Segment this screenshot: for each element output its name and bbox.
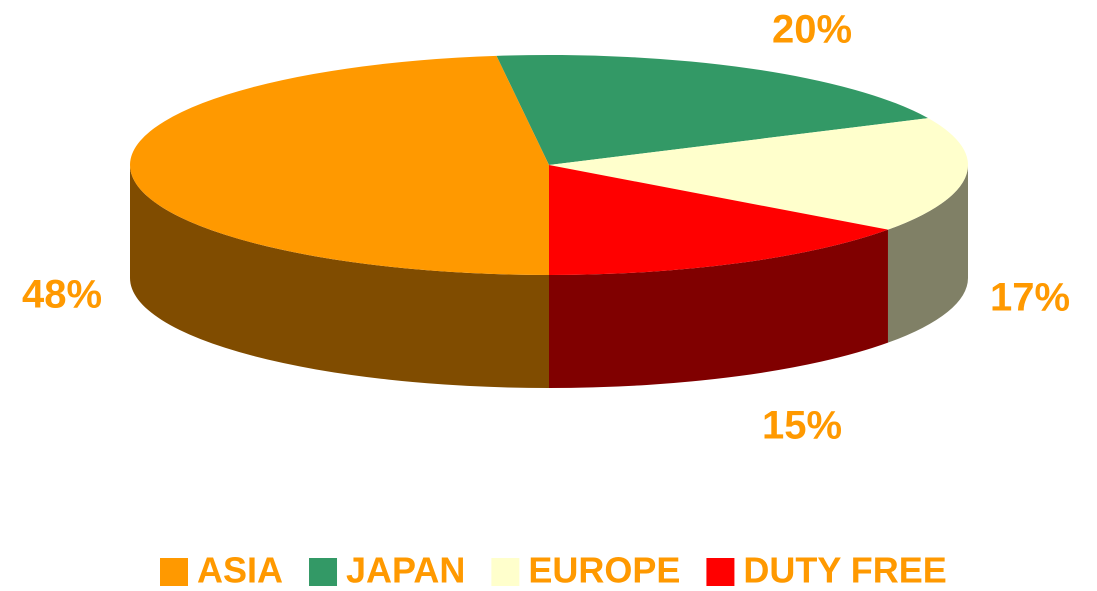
legend-label: ASIA <box>197 550 283 591</box>
slice <box>129 55 549 275</box>
slice-side <box>549 229 888 388</box>
data-label: 17% <box>990 276 1070 320</box>
legend-swatch <box>309 558 338 586</box>
slice <box>496 55 929 165</box>
legend-swatch <box>160 558 188 586</box>
legend-label: EUROPE <box>528 550 680 591</box>
legend-swatch <box>491 558 520 586</box>
slice-side <box>887 165 968 343</box>
data-label: 48% <box>22 273 102 317</box>
slice-side <box>130 165 549 388</box>
data-label: 15% <box>762 404 842 448</box>
data-label: 20% <box>772 8 852 52</box>
legend-swatch <box>706 558 735 586</box>
slice <box>549 165 888 275</box>
legend-label: JAPAN <box>346 550 465 591</box>
legend-label: DUTY FREE <box>743 550 946 591</box>
slice <box>549 118 969 230</box>
